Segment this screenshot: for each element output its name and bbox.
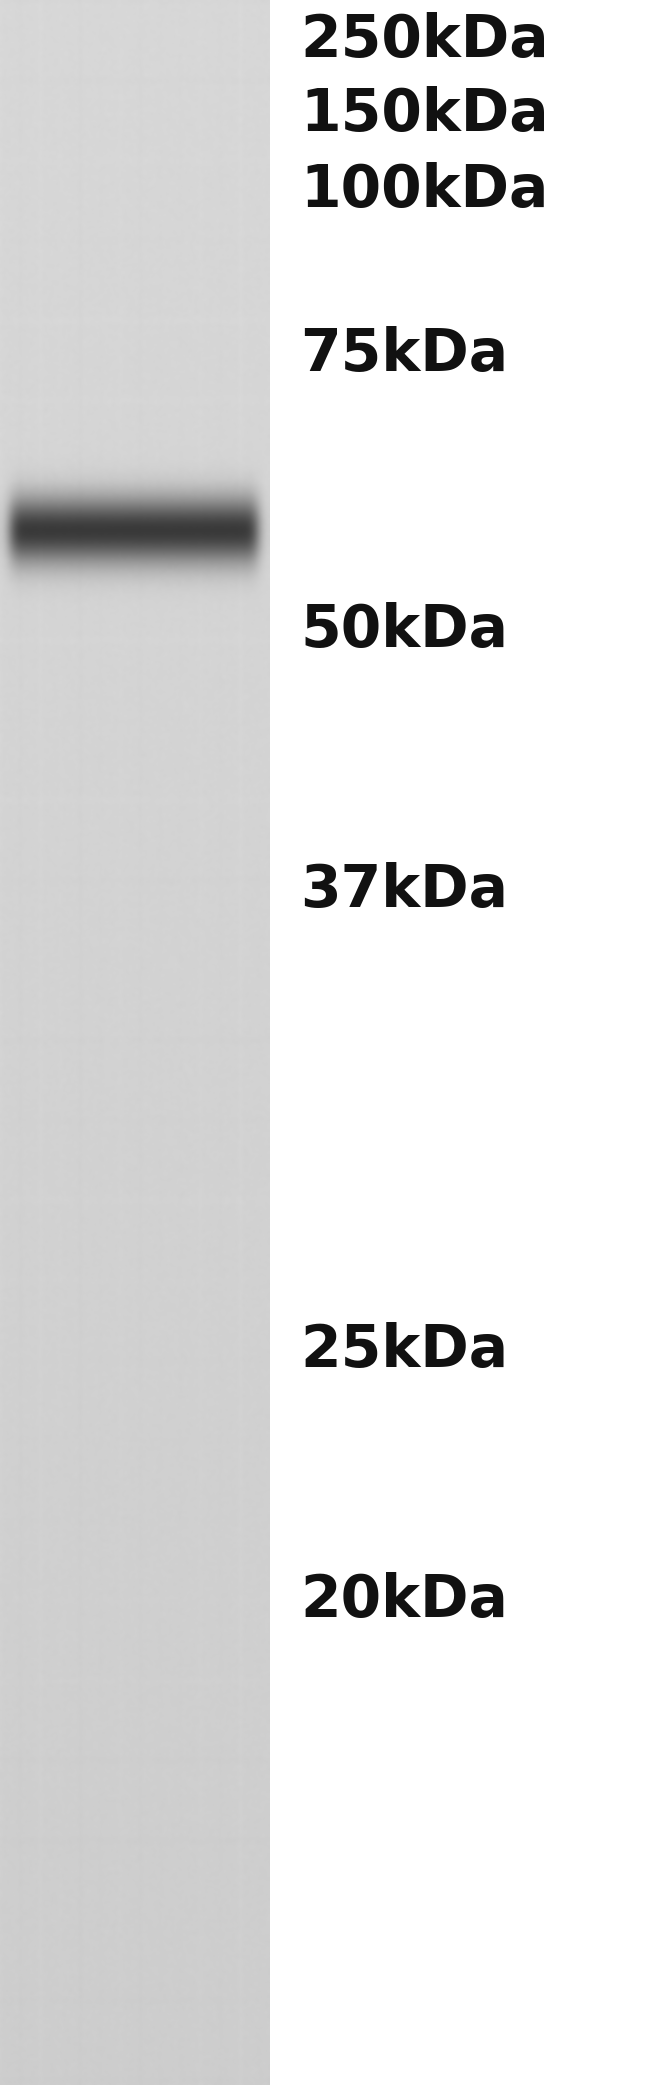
Text: 25kDa: 25kDa xyxy=(300,1322,508,1378)
Text: 37kDa: 37kDa xyxy=(300,861,508,919)
Text: 250kDa: 250kDa xyxy=(300,13,549,69)
Text: 150kDa: 150kDa xyxy=(300,85,549,144)
Text: 100kDa: 100kDa xyxy=(300,161,549,219)
Text: 75kDa: 75kDa xyxy=(300,327,508,384)
Text: 20kDa: 20kDa xyxy=(300,1572,508,1628)
Text: 50kDa: 50kDa xyxy=(300,600,508,659)
